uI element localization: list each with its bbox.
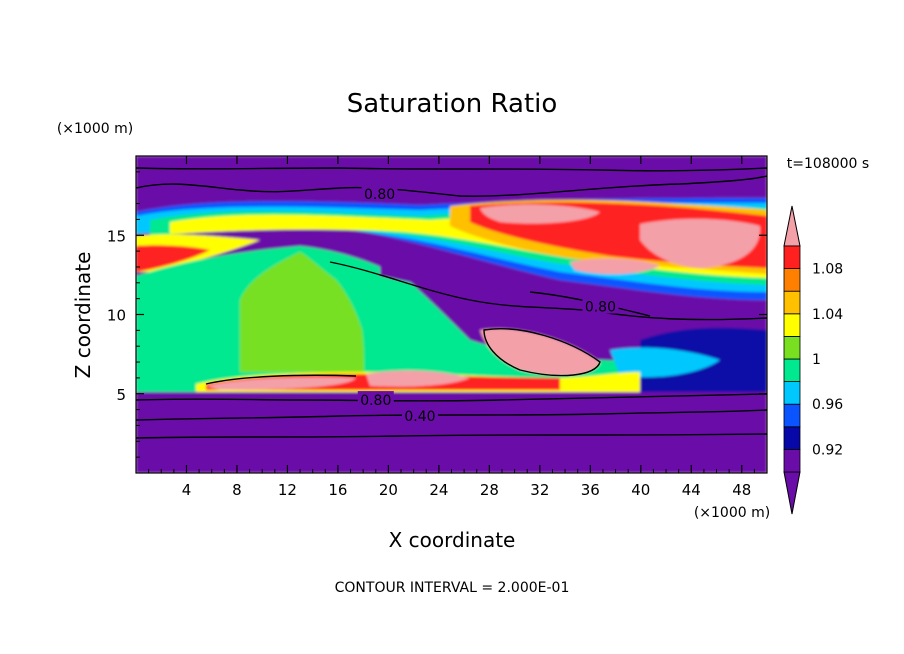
colorbar-swatch bbox=[783, 290, 801, 315]
light-green-dome bbox=[240, 252, 364, 372]
right-cyan-patch bbox=[610, 347, 720, 378]
colorbar-swatch bbox=[783, 245, 801, 270]
contour-lines bbox=[136, 167, 767, 439]
colorbar-swatch bbox=[783, 268, 801, 292]
x-tick-label: 24 bbox=[429, 481, 448, 499]
colorbar-swatch bbox=[783, 403, 801, 428]
contour-label: 0.80 bbox=[364, 187, 395, 203]
contour-labels: 0.80 0.80 0.80 0.40 bbox=[357, 185, 619, 425]
y-tick-label: 10 bbox=[107, 307, 126, 325]
y-axis: 5 10 15 bbox=[107, 171, 767, 458]
x-tick-label: 20 bbox=[379, 481, 398, 499]
base-dry-layer bbox=[136, 392, 767, 473]
colorbar: 0.92 0.96 1 1.04 1.08 bbox=[783, 205, 843, 515]
x-tick-label: 16 bbox=[328, 481, 347, 499]
x-tick-label: 40 bbox=[631, 481, 650, 499]
contour-label: 0.80 bbox=[360, 393, 391, 409]
colorbar-tick-label: 0.92 bbox=[812, 442, 843, 458]
y-unit-label: (×1000 m) bbox=[57, 121, 133, 137]
x-tick-label: 36 bbox=[581, 481, 600, 499]
x-tick-label: 44 bbox=[682, 481, 701, 499]
upper-band-pink-left bbox=[480, 204, 600, 224]
colorbar-swatch bbox=[783, 358, 801, 383]
contour-line-040 bbox=[136, 409, 767, 421]
colorbar-swatch bbox=[783, 335, 801, 360]
contour-label-bg bbox=[401, 406, 438, 423]
colorbar-swatch bbox=[783, 426, 801, 450]
lower-pink-right bbox=[480, 328, 600, 376]
contour-line-080-low bbox=[136, 393, 767, 402]
left-red-rim bbox=[136, 245, 210, 272]
colorbar-swatch bbox=[783, 381, 801, 405]
x-tick-label: 12 bbox=[278, 481, 297, 499]
contour-line-080-top bbox=[136, 175, 767, 197]
x-tick-label: 28 bbox=[480, 481, 499, 499]
footer-contour-interval: CONTOUR INTERVAL = 2.000E-01 bbox=[335, 580, 570, 596]
x-unit-label: (×1000 m) bbox=[694, 505, 770, 521]
y-tick-label: 15 bbox=[107, 227, 126, 245]
chart-title: Saturation Ratio bbox=[347, 89, 558, 119]
upper-band-pink-mid bbox=[570, 258, 660, 275]
contour-line-top-2 bbox=[136, 167, 767, 172]
colorbar-swatch bbox=[783, 448, 801, 473]
x-axis: 4 8 12 16 20 24 28 32 36 40 44 48 bbox=[148, 156, 755, 499]
lower-pink-left bbox=[206, 377, 356, 390]
contour-line-mid bbox=[329, 261, 767, 321]
colorbar-extend-top bbox=[783, 205, 801, 247]
colorbar-extend-bottom bbox=[783, 471, 801, 515]
contour-label-bg bbox=[582, 297, 619, 314]
upper-band-pink-right bbox=[640, 218, 761, 268]
contour-label-bg bbox=[357, 391, 394, 408]
plot-area: 0.80 0.80 0.80 0.40 bbox=[136, 156, 767, 473]
x-tick-label: 32 bbox=[530, 481, 549, 499]
contour-line-pink-right bbox=[483, 328, 601, 377]
y-tick-label: 5 bbox=[116, 386, 126, 404]
time-label: t=108000 s bbox=[787, 156, 869, 172]
x-tick-label: 8 bbox=[232, 481, 242, 499]
x-tick-label: 48 bbox=[732, 481, 751, 499]
contour-label: 0.80 bbox=[585, 300, 616, 316]
contour-line-pink-left bbox=[205, 374, 357, 385]
x-axis-label: X coordinate bbox=[389, 528, 516, 552]
colorbar-tick-label: 1 bbox=[812, 352, 821, 368]
colorbar-tick-label: 1.08 bbox=[812, 262, 843, 278]
contour-line-low-2 bbox=[136, 433, 767, 439]
colorbar-swatch bbox=[783, 313, 801, 337]
contour-label-bg bbox=[361, 185, 398, 202]
y-axis-label: Z coordinate bbox=[71, 252, 95, 379]
x-tick-label: 4 bbox=[182, 481, 192, 499]
colorbar-tick-label: 1.04 bbox=[812, 307, 843, 323]
contour-label: 0.40 bbox=[404, 409, 435, 425]
colorbar-tick-label: 0.96 bbox=[812, 397, 843, 413]
lower-pink-mid bbox=[366, 370, 470, 387]
